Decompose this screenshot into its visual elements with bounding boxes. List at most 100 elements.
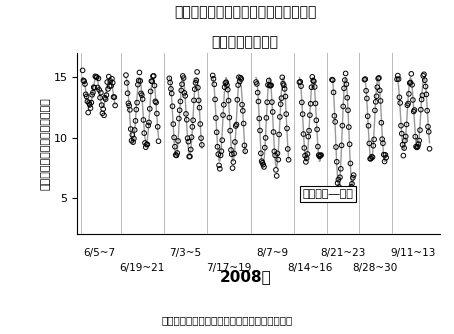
Point xyxy=(276,114,283,120)
Point xyxy=(394,73,401,78)
Point xyxy=(195,98,202,103)
Point xyxy=(96,87,103,93)
Text: 8/7~9: 8/7~9 xyxy=(256,248,288,258)
Point xyxy=(375,76,382,81)
Point xyxy=(142,145,149,150)
Point xyxy=(313,118,320,123)
Point xyxy=(253,81,261,87)
Point xyxy=(265,78,272,83)
Point xyxy=(171,144,178,149)
Point xyxy=(412,134,419,139)
Point xyxy=(347,161,354,166)
Point xyxy=(136,70,143,75)
Point xyxy=(215,152,222,157)
Point xyxy=(219,113,227,118)
Point xyxy=(328,77,336,82)
Point xyxy=(339,123,346,128)
Point xyxy=(413,145,420,150)
Point xyxy=(362,76,369,82)
Point xyxy=(239,108,247,114)
Point xyxy=(420,71,428,77)
Point xyxy=(99,107,107,112)
Point xyxy=(257,128,264,133)
Point xyxy=(400,153,407,158)
Text: 8/28~30: 8/28~30 xyxy=(353,263,398,273)
Point xyxy=(141,131,148,136)
Point xyxy=(423,92,430,97)
Point xyxy=(138,91,145,96)
Point xyxy=(313,127,321,132)
Point xyxy=(296,79,304,85)
Point xyxy=(271,153,279,158)
Point xyxy=(183,111,190,117)
Point xyxy=(341,77,348,83)
Point xyxy=(302,159,310,165)
Point xyxy=(383,155,390,160)
Point xyxy=(109,76,116,81)
Point xyxy=(137,78,144,84)
Point xyxy=(238,102,246,107)
Text: 6/19~21: 6/19~21 xyxy=(119,263,165,273)
Point xyxy=(214,144,221,149)
Point xyxy=(310,78,317,83)
Point xyxy=(399,142,406,147)
Point xyxy=(128,138,135,143)
Point xyxy=(308,85,315,90)
Point xyxy=(405,91,413,97)
Point xyxy=(416,128,424,133)
Point xyxy=(368,154,375,159)
Point xyxy=(374,85,381,90)
Point xyxy=(226,115,233,120)
Point xyxy=(197,121,204,127)
Point xyxy=(222,79,230,85)
Point xyxy=(167,80,174,85)
Point xyxy=(217,153,224,158)
Point xyxy=(123,80,130,86)
Text: 9/11~13: 9/11~13 xyxy=(390,248,436,258)
Point xyxy=(233,122,240,127)
Point xyxy=(184,136,191,141)
Point xyxy=(218,138,226,143)
Point xyxy=(419,93,426,98)
Point xyxy=(178,88,185,93)
Point xyxy=(306,113,314,118)
Point xyxy=(216,166,223,171)
Point xyxy=(93,74,100,79)
Point xyxy=(135,78,142,83)
Point xyxy=(91,85,98,91)
Point xyxy=(172,152,179,158)
Point xyxy=(82,92,89,97)
Point xyxy=(125,101,132,106)
Point xyxy=(275,157,282,162)
Point xyxy=(266,82,273,88)
Point xyxy=(254,90,262,95)
Point xyxy=(419,73,427,78)
Point xyxy=(176,108,183,113)
Point xyxy=(410,109,417,114)
Point xyxy=(139,97,146,102)
Point xyxy=(309,74,316,79)
Point xyxy=(84,99,91,104)
Point xyxy=(169,104,176,109)
Point xyxy=(87,106,94,111)
Point xyxy=(227,128,234,133)
Point xyxy=(257,151,265,156)
Point xyxy=(307,101,314,107)
Point xyxy=(396,100,404,106)
Point xyxy=(425,129,432,135)
Point xyxy=(256,116,263,121)
Point xyxy=(411,107,418,113)
Point xyxy=(188,135,195,140)
Text: 〇実測、―計算: 〇実測、―計算 xyxy=(302,189,353,199)
Point xyxy=(381,159,388,164)
Point xyxy=(180,75,187,81)
Point xyxy=(178,81,186,87)
Point xyxy=(271,149,278,154)
Point xyxy=(148,79,156,84)
Point xyxy=(329,77,336,83)
Point xyxy=(242,149,249,154)
Point xyxy=(267,82,275,88)
Point xyxy=(229,165,236,171)
Point xyxy=(222,80,229,86)
Point xyxy=(379,137,386,142)
